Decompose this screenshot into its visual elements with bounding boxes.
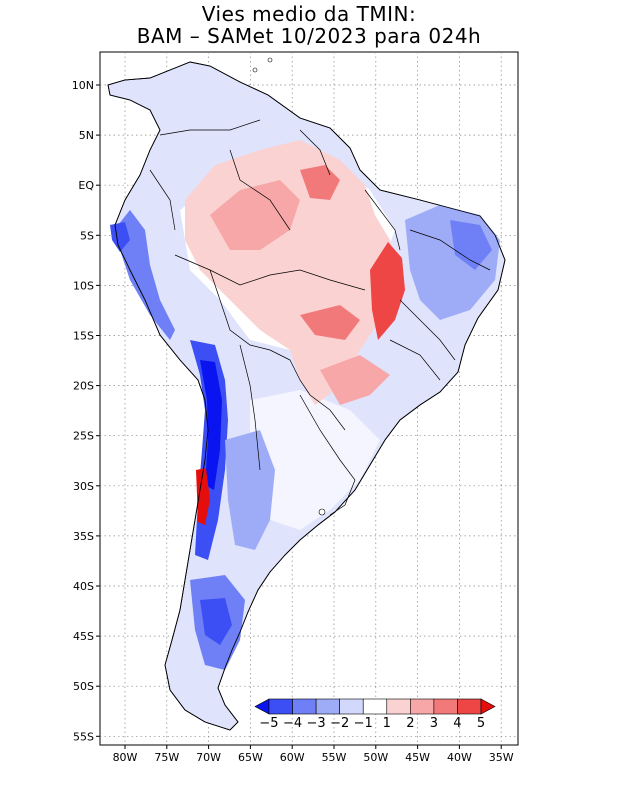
cool-anomaly-argentina <box>225 430 275 550</box>
cool-anomaly-coast-north <box>110 222 130 252</box>
colorbar-label: 4 <box>453 716 461 731</box>
lat-label: 5S <box>80 229 94 242</box>
lat-label: 35S <box>73 530 94 543</box>
country-borders <box>149 119 491 516</box>
lat-label: 50S <box>73 680 94 693</box>
colorbar-swatch <box>457 698 482 715</box>
colorbar-label: 2 <box>406 716 414 731</box>
colorbar-label: 3 <box>430 716 438 731</box>
cool-anomaly-andes-deep <box>200 360 222 490</box>
colorbar-label: −2 <box>330 716 349 731</box>
warm-anomaly-core <box>210 180 300 250</box>
cool-anomaly-andes-north <box>118 210 175 340</box>
lat-label: 45S <box>73 630 94 643</box>
colorbar: −5 −4 −3 −2 −1 1 2 3 4 5 <box>254 698 496 731</box>
map-title-line2: BAM – SAMet 10/2023 para 024h <box>136 24 482 48</box>
map-title-line1: Vies medio da TMIN: <box>201 2 417 26</box>
colorbar-label: −5 <box>259 716 278 731</box>
colorbar-label: −3 <box>307 716 326 731</box>
lat-label: 55S <box>73 730 94 743</box>
coastline <box>107 61 506 731</box>
map-field <box>107 57 506 731</box>
island <box>252 67 258 73</box>
latitude-labels: 10N 5N EQ 5S 10S 15S 20S 25S 30S 35S 40S 45S 50S 55S <box>72 79 100 743</box>
colorbar-swatch <box>433 698 458 715</box>
longitude-labels: 80W 75W 70W 65W 60W 55W 50W 45W 40W 35W <box>113 745 514 764</box>
cool-anomaly-patagonia-core <box>200 598 232 645</box>
colorbar-swatch <box>386 698 411 715</box>
lat-label: 40S <box>73 580 94 593</box>
lon-label: 75W <box>154 751 179 764</box>
lat-label: 5N <box>79 129 94 142</box>
island <box>318 508 326 516</box>
warm-anomaly-east <box>370 242 405 340</box>
colorbar-swatch <box>362 698 388 715</box>
colorbar-swatch <box>315 698 340 715</box>
colorbar-label: 5 <box>477 716 485 731</box>
island <box>267 57 273 63</box>
colorbar-swatch <box>339 698 364 715</box>
lon-label: 80W <box>113 751 138 764</box>
colorbar-arrow-right <box>480 698 496 715</box>
colorbar-label: −4 <box>283 716 302 731</box>
warm-anomaly-north <box>300 165 340 200</box>
lon-label: 65W <box>238 751 263 764</box>
colorbar-swatch <box>292 698 317 715</box>
lat-label: 30S <box>73 480 94 493</box>
lat-label: 10S <box>73 279 94 292</box>
lon-label: 45W <box>405 751 430 764</box>
lat-label: 10N <box>72 79 94 92</box>
lon-label: 35W <box>489 751 514 764</box>
colorbar-swatch <box>410 698 435 715</box>
lon-label: 70W <box>196 751 221 764</box>
colorbar-label: 1 <box>383 716 391 731</box>
lat-label: 15S <box>73 330 94 343</box>
neutral-area-south <box>250 390 380 530</box>
warm-anomaly-paraguay <box>320 355 390 405</box>
colorbar-swatch <box>268 698 293 715</box>
lon-label: 50W <box>363 751 388 764</box>
lat-label: 25S <box>73 430 94 443</box>
lat-label: EQ <box>78 179 94 192</box>
warm-anomaly-south <box>300 305 360 340</box>
lon-label: 40W <box>447 751 472 764</box>
lon-label: 55W <box>322 751 347 764</box>
cool-anomaly-northeast-core <box>450 220 492 270</box>
colorbar-label: −1 <box>354 716 373 731</box>
lon-label: 60W <box>280 751 305 764</box>
lat-label: 20S <box>73 380 94 393</box>
warm-anomaly-chile <box>196 468 210 525</box>
